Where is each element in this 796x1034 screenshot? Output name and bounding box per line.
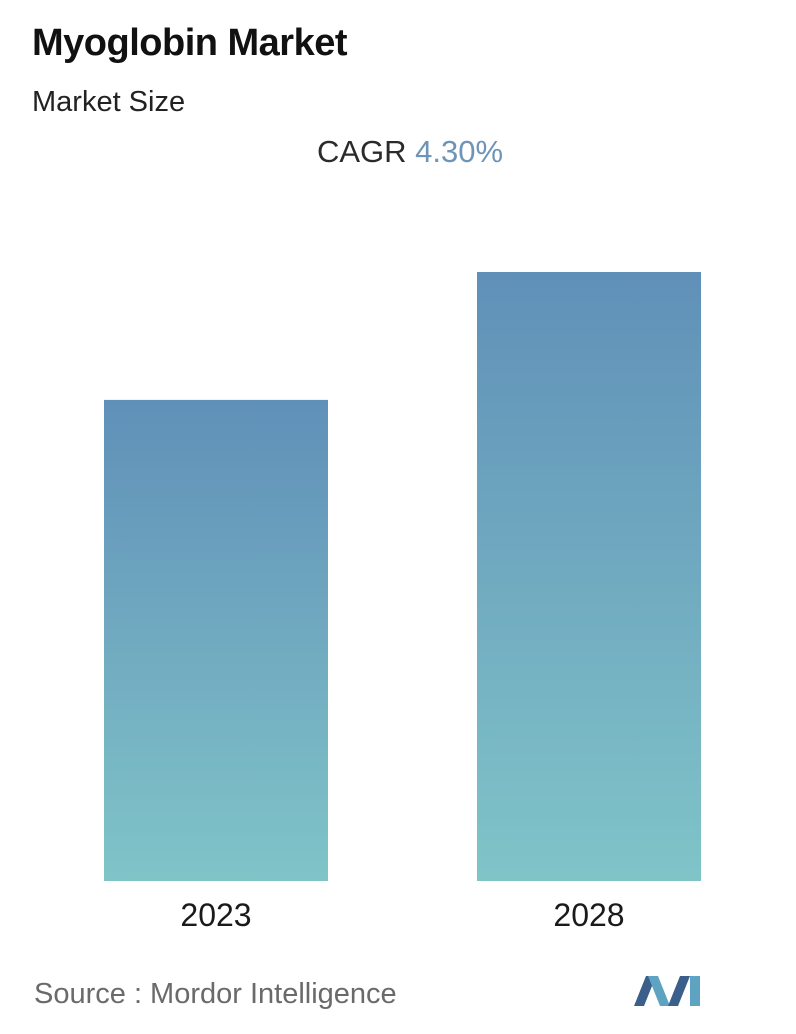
bar-2028 bbox=[477, 272, 701, 881]
bar-chart: 2023 2028 bbox=[104, 272, 701, 933]
cagr-label: CAGR bbox=[316, 134, 407, 169]
chart-title: Myoglobin Market bbox=[32, 22, 348, 64]
chart-subtitle: Market Size bbox=[32, 86, 186, 118]
cagr-value: 4.30% bbox=[415, 134, 504, 169]
mordor-intelligence-logo-icon bbox=[634, 976, 700, 1006]
bar-2023 bbox=[104, 399, 328, 881]
x-tick-label-2028: 2028 bbox=[553, 897, 624, 933]
x-tick-label-2023: 2023 bbox=[180, 897, 251, 933]
cagr-text: CAGR 4.30% bbox=[0, 134, 796, 170]
source-text: Source : Mordor Intelligence bbox=[34, 978, 397, 1010]
